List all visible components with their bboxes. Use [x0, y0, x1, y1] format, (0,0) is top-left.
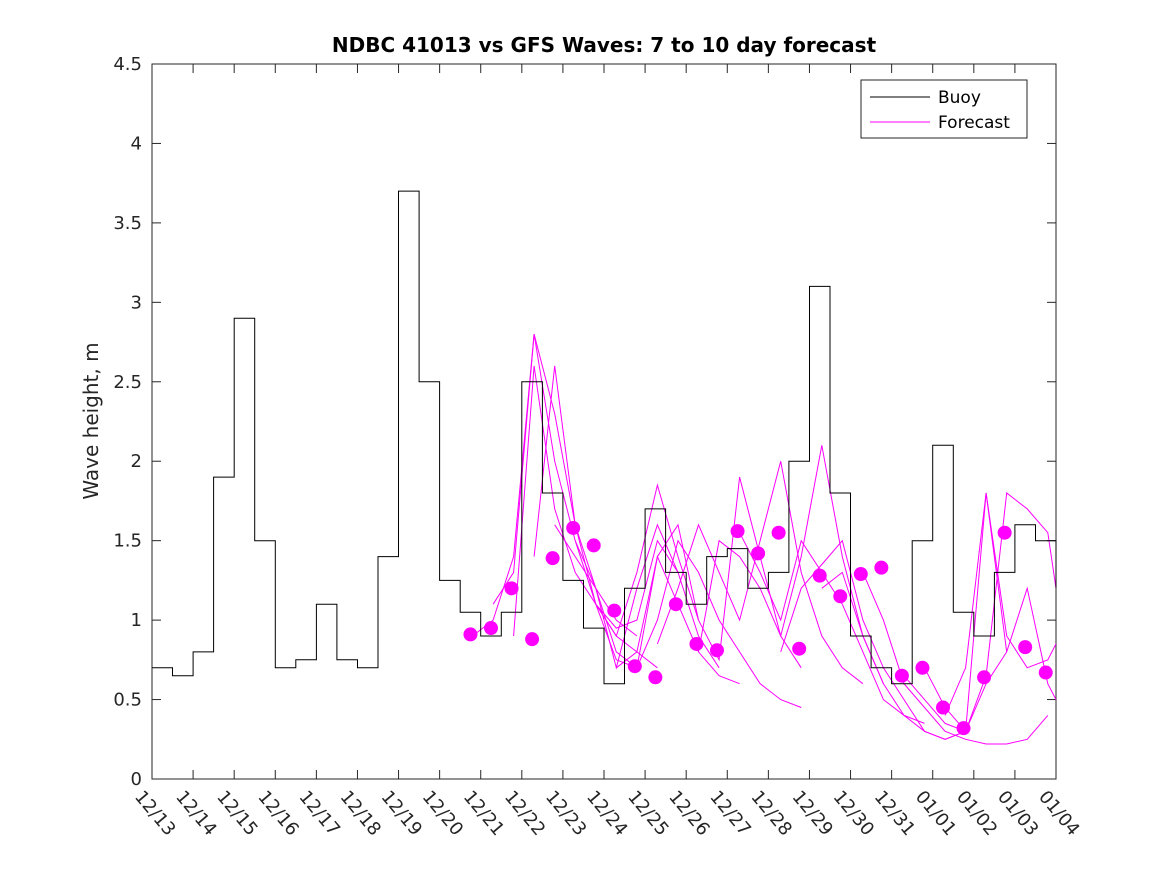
y-axis-label: Wave height, m: [79, 342, 103, 499]
y-tick-label: 1: [131, 610, 142, 631]
forecast-marker: [957, 721, 971, 735]
forecast-marker: [546, 551, 560, 565]
legend: Buoy Forecast: [861, 80, 1027, 138]
forecast-marker: [998, 526, 1012, 540]
y-tick-label: 4.5: [113, 54, 142, 75]
forecast-marker: [607, 604, 621, 618]
forecast-marker: [566, 521, 580, 535]
y-tick-label: 3.5: [113, 213, 142, 234]
wave-height-chart: NDBC 41013 vs GFS Waves: 7 to 10 day for…: [0, 0, 1167, 875]
plot-area: 00.511.522.533.544.512/1312/1412/1512/16…: [113, 54, 1083, 840]
forecast-marker: [854, 567, 868, 581]
forecast-marker: [751, 546, 765, 560]
forecast-marker: [463, 627, 477, 641]
forecast-marker: [628, 659, 642, 673]
forecast-marker: [833, 589, 847, 603]
forecast-marker: [484, 621, 498, 635]
y-tick-label: 2.5: [113, 372, 142, 393]
forecast-marker: [977, 670, 991, 684]
y-tick-label: 1.5: [113, 531, 142, 552]
forecast-marker: [792, 642, 806, 656]
forecast-marker: [772, 526, 786, 540]
y-tick-label: 4: [131, 133, 142, 154]
y-tick-label: 2: [131, 451, 142, 472]
legend-forecast-label: Forecast: [938, 113, 1010, 133]
forecast-marker: [710, 643, 724, 657]
forecast-marker: [689, 637, 703, 651]
forecast-marker: [505, 581, 519, 595]
forecast-marker: [936, 701, 950, 715]
forecast-marker: [525, 632, 539, 646]
forecast-marker: [1018, 640, 1032, 654]
forecast-marker: [874, 561, 888, 575]
forecast-marker: [587, 538, 601, 552]
legend-buoy-label: Buoy: [938, 88, 981, 108]
forecast-marker: [731, 524, 745, 538]
forecast-marker: [813, 569, 827, 583]
forecast-marker: [915, 661, 929, 675]
forecast-marker: [648, 670, 662, 684]
forecast-marker: [669, 597, 683, 611]
forecast-marker: [895, 669, 909, 683]
forecast-marker: [1039, 666, 1053, 680]
y-tick-label: 0: [131, 769, 142, 790]
y-tick-label: 0.5: [113, 690, 142, 711]
y-tick-label: 3: [131, 292, 142, 313]
chart-title: NDBC 41013 vs GFS Waves: 7 to 10 day for…: [332, 33, 877, 57]
